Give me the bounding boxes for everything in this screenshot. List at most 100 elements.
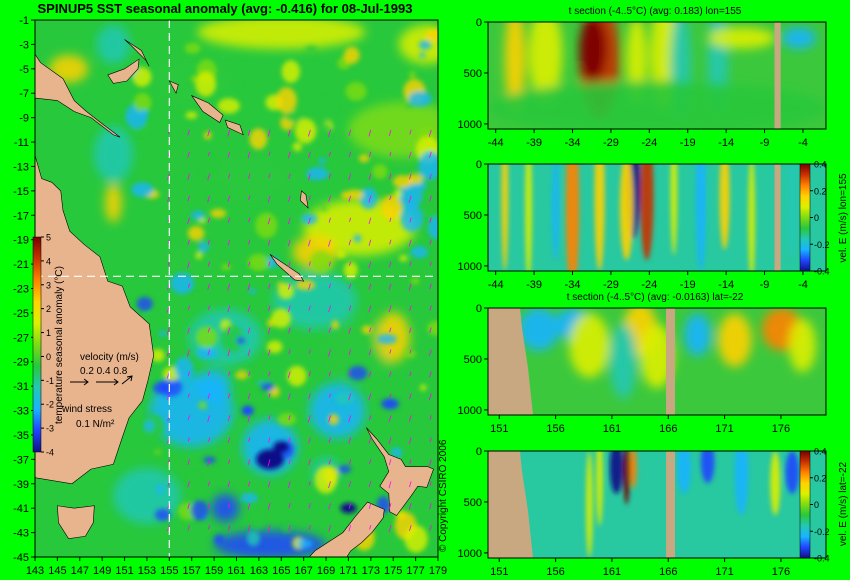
eddy bbox=[418, 151, 438, 181]
eddy bbox=[198, 155, 214, 174]
anomaly-blob bbox=[272, 272, 357, 329]
eddy bbox=[408, 70, 416, 79]
eddy bbox=[380, 195, 402, 220]
wind-arrow bbox=[207, 217, 211, 224]
wind-arrow bbox=[328, 305, 331, 313]
wind-arrow bbox=[348, 481, 352, 488]
eddy bbox=[188, 472, 199, 481]
section-1-feature bbox=[504, 22, 526, 113]
vel-colorbar-lon-label: vel. E (m/s) lon=155 bbox=[838, 173, 849, 263]
eddy bbox=[284, 111, 304, 123]
wind-arrow bbox=[248, 481, 251, 487]
vel-colorbar-tick-label: 0.2 bbox=[814, 473, 827, 483]
section-2-plot bbox=[488, 164, 826, 271]
section-x-tick-label: 161 bbox=[603, 423, 621, 435]
wind-arrow bbox=[328, 415, 331, 423]
wind-arrow bbox=[328, 261, 331, 267]
eddy bbox=[328, 414, 339, 425]
wind-arrow bbox=[267, 349, 271, 356]
eddy bbox=[217, 98, 240, 114]
eddy bbox=[213, 534, 225, 545]
map-colorbar-tick-label: 5 bbox=[46, 233, 51, 243]
vel-colorbar-lon bbox=[799, 163, 811, 272]
eddy bbox=[372, 164, 388, 180]
wind-arrow bbox=[267, 129, 271, 137]
eddy bbox=[255, 212, 278, 239]
wind-arrow bbox=[389, 327, 392, 333]
wind-arrow bbox=[348, 173, 352, 181]
section-x-tick-label: 171 bbox=[715, 423, 733, 435]
map-colorbar-ticks: 5 4 3 2 1 0 -1 -2 -3 -4 bbox=[41, 233, 54, 458]
map-y-tick-label: -29 bbox=[13, 357, 29, 369]
wind-arrow bbox=[408, 283, 412, 291]
wind-arrow bbox=[268, 261, 271, 267]
map-x-tick-label: 163 bbox=[250, 565, 268, 577]
wind-arrow bbox=[328, 371, 331, 377]
wind-arrow bbox=[429, 195, 432, 202]
map-y-tick-label: -9 bbox=[19, 113, 29, 125]
wind-arrow bbox=[328, 481, 331, 489]
wind-arrow bbox=[348, 437, 352, 444]
eddy bbox=[195, 251, 203, 260]
section-1-frame bbox=[487, 21, 827, 130]
section-3-feature bbox=[788, 318, 816, 373]
wind-arrow bbox=[248, 261, 251, 266]
wind-arrow bbox=[328, 327, 331, 333]
section-2-field bbox=[501, 164, 798, 271]
map-x-tick-label: 169 bbox=[317, 565, 335, 577]
map-y-tick-label: -27 bbox=[13, 332, 29, 344]
section-2-feature bbox=[501, 164, 509, 271]
eddy bbox=[247, 253, 270, 271]
section-2-feature bbox=[670, 164, 678, 255]
map-x-tick-label: 149 bbox=[93, 565, 111, 577]
eddy bbox=[185, 111, 198, 119]
section-4-background bbox=[488, 451, 826, 558]
wind-arrow bbox=[227, 481, 231, 488]
wind-arrow bbox=[328, 459, 331, 465]
map-colorbar-tick-label: -1 bbox=[46, 376, 54, 386]
section-4-feature bbox=[677, 451, 691, 494]
eddy bbox=[314, 465, 338, 494]
section-x-tick-label: -44 bbox=[488, 137, 504, 149]
wind-arrow bbox=[288, 195, 291, 202]
section-1-field bbox=[488, 22, 826, 129]
wind-arrow bbox=[267, 525, 271, 533]
wind-arrow bbox=[187, 261, 190, 269]
anomaly-blob bbox=[348, 101, 438, 158]
eddy bbox=[170, 272, 195, 295]
wind-arrow bbox=[287, 129, 291, 137]
eddy bbox=[419, 384, 427, 391]
wind-arrow bbox=[369, 525, 372, 530]
wind-arrow bbox=[207, 415, 211, 423]
anomaly-blob bbox=[197, 369, 231, 403]
wind-arrow bbox=[187, 459, 190, 465]
eddy bbox=[353, 234, 362, 243]
wind-arrow bbox=[328, 503, 331, 510]
section-y-tick-label: 1000 bbox=[458, 119, 482, 131]
eddy bbox=[220, 324, 244, 354]
eddy bbox=[248, 289, 257, 294]
wind-arrow bbox=[187, 481, 190, 488]
wind-arrow bbox=[429, 173, 432, 180]
wind-arrow bbox=[409, 349, 412, 354]
wind-arrow bbox=[207, 459, 211, 467]
wind-arrow bbox=[409, 217, 412, 223]
eddy bbox=[359, 187, 378, 210]
eddy bbox=[236, 337, 245, 345]
eddy bbox=[249, 128, 268, 150]
wind-arrow bbox=[429, 503, 432, 510]
cold-eddy bbox=[340, 503, 357, 514]
eddy bbox=[261, 382, 275, 392]
eddy bbox=[235, 371, 249, 380]
wind-arrow bbox=[247, 283, 251, 291]
map-x-tick-label: 157 bbox=[183, 565, 201, 577]
wind-arrow bbox=[348, 459, 352, 466]
wind-arrow bbox=[348, 283, 352, 290]
new-guinea bbox=[35, 53, 121, 138]
wind-arrow bbox=[267, 481, 271, 488]
wind-arrow bbox=[348, 415, 352, 423]
velocity-legend-arrows bbox=[70, 375, 133, 386]
vel-colorbar-tick-label: 0.4 bbox=[814, 160, 827, 170]
wind-arrow bbox=[247, 349, 251, 357]
wind-arrow bbox=[267, 459, 271, 467]
